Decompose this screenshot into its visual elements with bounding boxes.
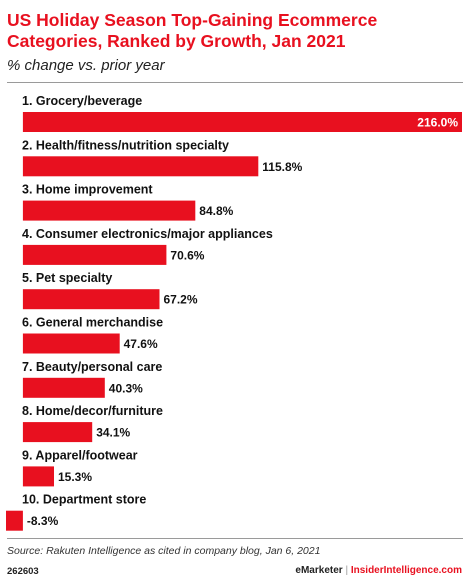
brand-separator: | — [345, 565, 349, 576]
category-label: 7. Beauty/personal care — [22, 360, 162, 374]
value-label: 67.2% — [164, 293, 198, 307]
category-label: 8. Home/decor/furniture — [22, 404, 163, 418]
value-label: 40.3% — [109, 381, 143, 395]
brand-footer: eMarketer | InsiderIntelligence.com — [295, 565, 462, 576]
value-label: 115.8% — [262, 160, 302, 174]
value-label: 34.1% — [96, 426, 130, 440]
chart-id: 262603 — [7, 566, 39, 577]
category-label: 2. Health/fitness/nutrition specialty — [22, 138, 229, 152]
value-label: 15.3% — [58, 470, 92, 484]
bar — [22, 112, 463, 132]
category-label: 5. Pet specialty — [22, 271, 112, 285]
value-label: 70.6% — [170, 248, 204, 262]
category-label: 3. Home improvement — [22, 183, 153, 197]
chart-subtitle: % change vs. prior year — [7, 57, 165, 74]
bottom-divider — [7, 538, 463, 539]
brand-emarketer: eMarketer — [295, 565, 343, 576]
source-note: Source: Rakuten Intelligence as cited in… — [7, 545, 321, 557]
bar — [22, 466, 54, 487]
value-label: -8.3% — [27, 514, 59, 528]
bar — [22, 377, 105, 398]
value-label: 84.8% — [199, 204, 233, 218]
bar — [22, 156, 259, 177]
value-label: 216.0% — [417, 116, 458, 130]
category-label: 4. Consumer electronics/major appliances — [22, 227, 273, 241]
category-label: 9. Apparel/footwear — [22, 448, 138, 462]
bar — [22, 333, 120, 354]
bar — [22, 244, 167, 265]
chart-title: US Holiday Season Top-Gaining Ecommerce … — [7, 10, 378, 51]
bar — [22, 422, 93, 443]
bar — [22, 289, 160, 310]
category-label: 1. Grocery/beverage — [22, 94, 142, 108]
top-divider — [7, 82, 463, 83]
category-label: 6. General merchandise — [22, 316, 163, 330]
brand-insider-link[interactable]: InsiderIntelligence.com — [350, 565, 462, 576]
category-label: 10. Department store — [22, 493, 146, 507]
bar — [6, 510, 23, 531]
bar — [22, 200, 196, 221]
value-label: 47.6% — [124, 337, 158, 351]
bar-chart: 1. Grocery/beverage 216.0% 2. Health/fitne… — [6, 94, 463, 531]
